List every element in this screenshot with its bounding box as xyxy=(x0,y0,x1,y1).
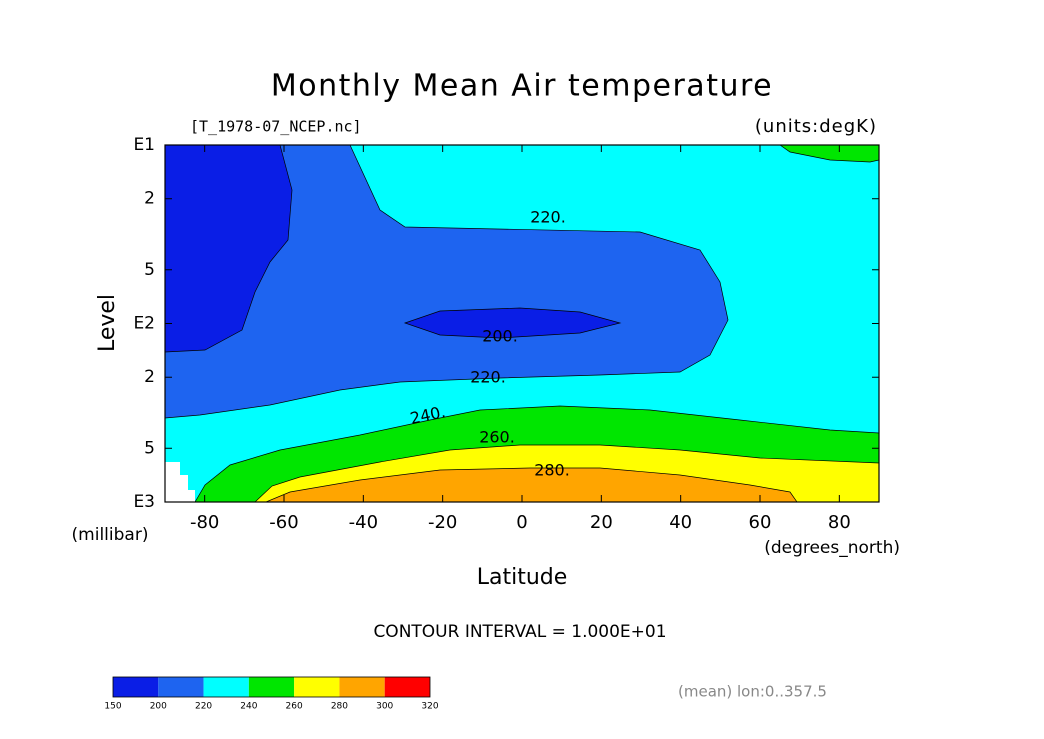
colorbar-swatch xyxy=(158,677,204,697)
x-tick-label: -20 xyxy=(428,512,457,533)
colorbar-swatch xyxy=(384,677,430,697)
y-units: (millibar) xyxy=(72,525,149,545)
missing-data xyxy=(165,462,195,502)
colorbar-label: 200 xyxy=(150,702,167,712)
colorbar-label: 220 xyxy=(195,702,212,712)
colorbar-label: 300 xyxy=(376,702,393,712)
y-tick-label: 2 xyxy=(144,189,155,209)
units-label: (units:degK) xyxy=(755,116,877,137)
file-label: [T_1978-07_NCEP.nc] xyxy=(190,118,362,136)
x-tick-label: 60 xyxy=(749,512,772,533)
footer-note: (mean) lon:0..357.5 xyxy=(678,683,827,701)
x-units: (degrees_north) xyxy=(764,538,900,558)
x-tick-label: 0 xyxy=(516,512,527,533)
x-axis-label: Latitude xyxy=(477,565,568,590)
contour-region xyxy=(165,145,729,419)
y-axis-label: Level xyxy=(95,294,120,352)
colorbar-label: 260 xyxy=(286,702,303,712)
contour-region xyxy=(165,145,293,353)
y-tick-label: E3 xyxy=(133,492,155,512)
colorbar-swatch xyxy=(339,677,385,697)
y-tick-label: 5 xyxy=(144,438,155,458)
contour-region xyxy=(779,145,879,163)
colorbar-label: 150 xyxy=(104,702,121,712)
contour-label: 220. xyxy=(530,208,566,227)
contour-label: 280. xyxy=(534,461,570,480)
colorbar-frame xyxy=(112,676,431,698)
y-tick-label: E1 xyxy=(133,135,155,155)
y-tick-label: E2 xyxy=(133,314,155,334)
contour-label: 260. xyxy=(479,428,515,447)
colorbar-swatch xyxy=(113,677,159,697)
contour-region xyxy=(403,307,622,339)
colorbar-label: 240 xyxy=(240,702,257,712)
x-tick-label: 20 xyxy=(590,512,613,533)
contour-label: 220. xyxy=(470,368,506,387)
colorbar-swatch xyxy=(248,677,295,697)
colorbar-label: 320 xyxy=(421,702,438,712)
contour-interval: CONTOUR INTERVAL = 1.000E+01 xyxy=(373,622,666,642)
x-tick-label: -40 xyxy=(349,512,378,533)
x-tick-label: -80 xyxy=(190,512,219,533)
x-tick-label: 40 xyxy=(669,512,692,533)
y-tick-label: 5 xyxy=(144,260,155,280)
colorbar-swatch xyxy=(203,677,249,697)
contour-region xyxy=(265,467,798,502)
x-tick-label: -60 xyxy=(269,512,298,533)
x-tick-label: 80 xyxy=(828,512,851,533)
chart-title: Monthly Mean Air temperature xyxy=(271,69,773,104)
colorbar-swatch xyxy=(294,677,340,697)
contour-label: 200. xyxy=(482,327,518,346)
y-tick-label: 2 xyxy=(144,367,155,387)
contour-fills xyxy=(165,145,879,502)
colorbar-label: 280 xyxy=(331,702,348,712)
